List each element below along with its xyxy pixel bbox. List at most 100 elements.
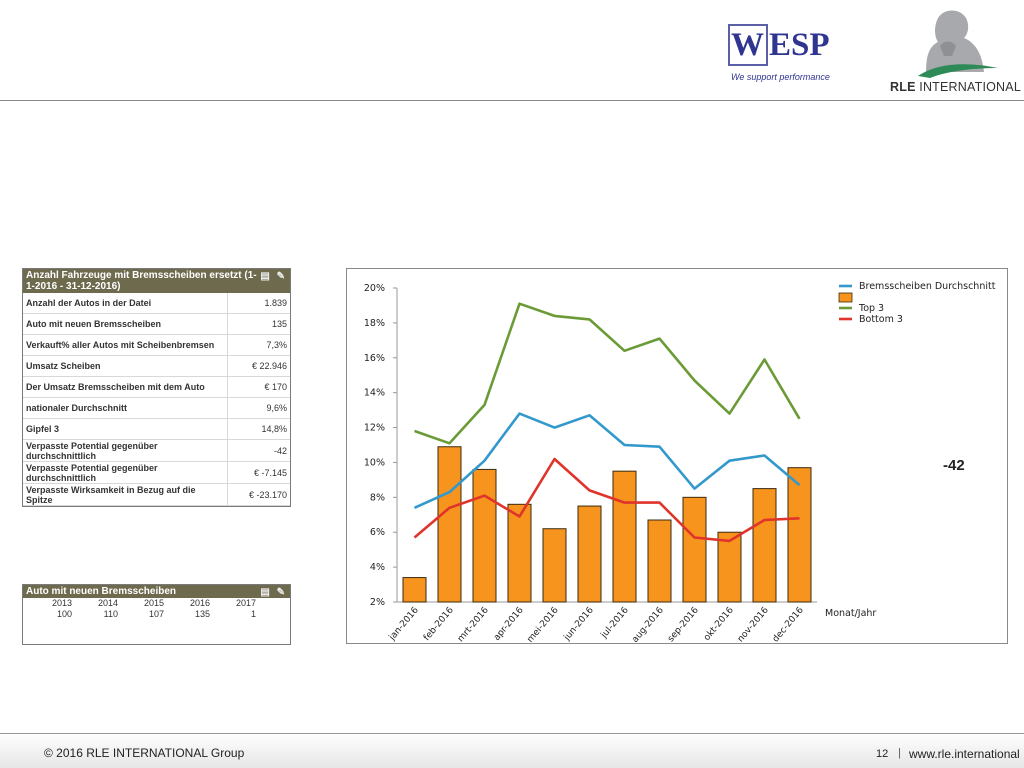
row-label: Verkauft% aller Autos mit Scheibenbremse… [23, 334, 228, 356]
row-label: Gipfel 3 [23, 418, 228, 440]
row-label: Verpasste Wirksamkeit in Bezug auf die S… [23, 483, 228, 506]
wesp-logo: W ESP We support performance [728, 24, 848, 84]
x-tick-label: jul-2016 [599, 605, 631, 641]
bar-dec-2016 [787, 467, 812, 603]
panel-tools-icon[interactable]: ▤ ✎ [260, 271, 287, 282]
x-tick-label: mrt-2016 [456, 605, 491, 643]
yearly-table-header: Auto mit neuen Bremsscheiben ▤ ✎ [23, 585, 290, 598]
footer-band [0, 733, 1024, 768]
table-row: Gipfel 3 14,8% [23, 418, 290, 440]
monthly-chart: 2% 4% 6% 8% 10% 12% 14% 16% 18% 20% jan-2016 feb-20… [346, 268, 1008, 644]
year-header: 2017 [235, 598, 256, 608]
bar-nov-2016 [752, 488, 777, 603]
y-tick-label: 4% [370, 562, 385, 573]
wesp-logo-box [728, 24, 768, 66]
x-tick-label: sep-2016 [666, 605, 701, 643]
table-row: Verpasste Potential gegenüber durchschni… [23, 439, 290, 462]
yearly-table-title: Auto mit neuen Bremsscheiben [26, 586, 177, 597]
row-value: -42 [227, 439, 290, 462]
header-divider [0, 100, 1024, 101]
x-tick-label: nov-2016 [736, 605, 771, 643]
bar-okt-2016 [717, 531, 742, 603]
row-value: € -7.145 [227, 461, 290, 484]
rle-wordmark-rest: INTERNATIONAL [915, 80, 1021, 94]
bar-jan-2016 [402, 577, 427, 603]
summary-table: Anzahl der Autos in der Datei 1.839 Auto m… [23, 293, 290, 506]
y-tick-label: 8% [370, 492, 385, 503]
wesp-logo-w: W [731, 27, 764, 63]
y-tick-label: 16% [364, 353, 385, 364]
bar-apr-2016 [507, 503, 532, 603]
rle-thinker-icon [918, 10, 998, 78]
y-tick-label: 18% [364, 318, 385, 329]
year-header: 2013 [51, 598, 72, 608]
summary-table-header: Anzahl Fahrzeuge mit Bremsscheiben erset… [23, 269, 290, 293]
rle-logo: RLE INTERNATIONAL [890, 6, 1021, 98]
bar-aug-2016 [647, 519, 672, 603]
table-row: Anzahl der Autos in der Datei 1.839 [23, 293, 290, 314]
y-tick-label: 14% [364, 388, 385, 399]
bar-mrt-2016 [472, 468, 497, 603]
table-row: Verkauft% aller Autos mit Scheibenbremse… [23, 334, 290, 356]
y-tick-label: 20% [364, 283, 385, 294]
copyright: © 2016 RLE INTERNATIONAL Group [44, 746, 245, 760]
row-label: Auto mit neuen Bremsscheiben [23, 313, 228, 335]
row-value: € -23.170 [227, 483, 290, 506]
table-row: Der Umsatz Bremsscheiben mit dem Auto € 1… [23, 376, 290, 398]
footer-divider [0, 733, 1024, 734]
year-value: 135 [194, 609, 210, 619]
row-value: 1.839 [227, 293, 290, 314]
x-axis-label: Monat/Jahr [825, 608, 876, 619]
row-label: Verpasste Potential gegenüber durchschni… [23, 439, 228, 462]
year-header-row: 2013 2014 2015 2016 2017 [26, 598, 256, 609]
year-value: 1 [250, 609, 256, 619]
row-label: Verpasste Potential gegenüber durchschni… [23, 461, 228, 484]
bar-mei-2016 [542, 528, 567, 603]
x-tick-label: aug-2016 [630, 605, 666, 643]
series-line-3 [413, 457, 800, 543]
bar-jun-2016 [577, 505, 602, 603]
legend-label: Bremsscheiben Durchschnitt [859, 281, 996, 292]
year-value: 100 [56, 609, 72, 619]
row-label: nationaler Durchschnitt [23, 397, 228, 419]
y-tick-label: 6% [370, 527, 385, 538]
year-header: 2014 [97, 598, 118, 608]
table-row: Verpasste Wirksamkeit in Bezug auf die S… [23, 483, 290, 506]
x-tick-label: okt-2016 [702, 605, 736, 643]
table-row: Auto mit neuen Bremsscheiben 135 [23, 313, 290, 335]
y-tick-label: 12% [364, 423, 385, 434]
legend-label: Bottom 3 [859, 314, 903, 325]
summary-table-panel: Anzahl Fahrzeuge mit Bremsscheiben erset… [22, 268, 291, 507]
row-value: 135 [227, 313, 290, 335]
chart-svg: 2% 4% 6% 8% 10% 12% 14% 16% 18% 20% jan-2016 feb-20… [364, 281, 996, 643]
table-row: nationaler Durchschnitt 9,6% [23, 397, 290, 419]
row-value: 7,3% [227, 334, 290, 356]
y-tick-label: 10% [364, 457, 385, 468]
x-tick-label: jan-2016 [387, 605, 421, 643]
bar-jul-2016 [612, 470, 637, 603]
panel-tools-icon[interactable]: ▤ ✎ [260, 587, 287, 598]
table-row: Verpasste Potential gegenüber durchschni… [23, 461, 290, 484]
x-tick-label: feb-2016 [422, 605, 456, 643]
row-value: € 22.946 [227, 355, 290, 377]
year-header: 2016 [189, 598, 210, 608]
year-value-row: 100 110 107 135 1 [26, 609, 256, 620]
row-label: Umsatz Scheiben [23, 355, 228, 377]
wesp-logo-text: ESP [769, 27, 830, 63]
missed-potential-annotation: -42 [943, 457, 965, 474]
year-value: 110 [103, 609, 118, 619]
x-tick-label: mei-2016 [526, 605, 561, 643]
footer-separator: | [898, 747, 901, 759]
legend-label: Top 3 [858, 303, 884, 314]
row-value: 14,8% [227, 418, 290, 440]
bar-sep-2016 [682, 496, 707, 603]
y-tick-label: 2% [370, 597, 385, 608]
x-tick-label: dec-2016 [771, 605, 806, 643]
website-link[interactable]: www.rle.international [909, 747, 1020, 761]
page-number: 12 [876, 748, 889, 760]
rle-wordmark-bold: RLE [890, 80, 916, 94]
series-line-2 [414, 302, 801, 445]
year-header: 2015 [143, 598, 164, 608]
row-label: Der Umsatz Bremsscheiben mit dem Auto [23, 376, 228, 398]
series-line-0 [413, 412, 801, 509]
